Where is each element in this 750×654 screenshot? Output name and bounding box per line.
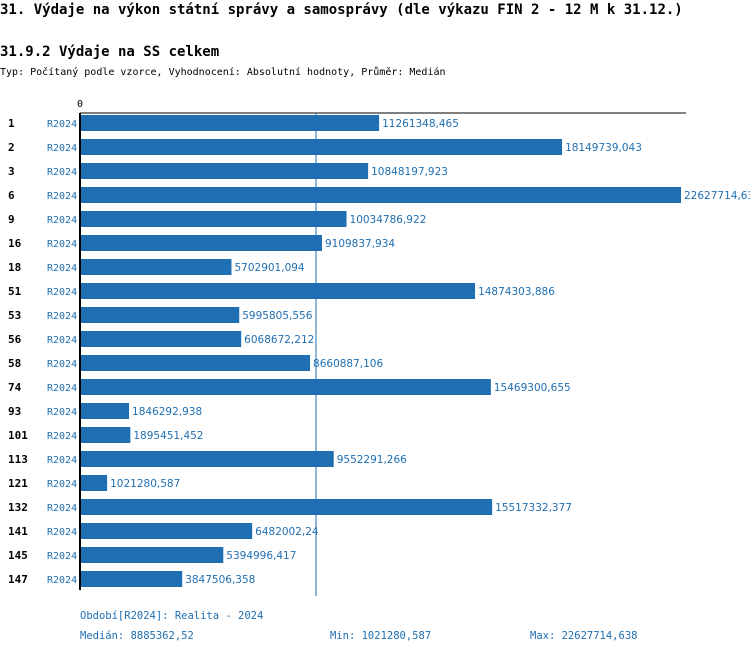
bar (81, 427, 131, 443)
row-id-label: 93 (8, 405, 21, 418)
bar-value-label: 15469300,655 (494, 382, 571, 394)
row-period-label: R2024 (47, 359, 77, 370)
row-id-label: 51 (8, 285, 22, 298)
row-period-label: R2024 (47, 551, 77, 562)
bar (81, 235, 322, 251)
row-id-label: 101 (8, 429, 28, 442)
row-id-label: 121 (8, 477, 28, 490)
row-period-label: R2024 (47, 527, 77, 538)
bar-value-label: 10848197,923 (371, 166, 448, 178)
row-id-label: 147 (8, 573, 28, 586)
bar-value-label: 5702901,094 (234, 262, 304, 274)
bar-value-label: 9552291,266 (337, 454, 407, 466)
row-id-label: 58 (8, 357, 21, 370)
median-stat: Medián: 8885362,52 (80, 630, 194, 642)
bar (81, 475, 108, 491)
row-period-label: R2024 (47, 575, 77, 586)
row-period-label: R2024 (47, 407, 77, 418)
row-period-label: R2024 (47, 503, 77, 514)
bar-value-label: 14874303,886 (478, 286, 555, 298)
bar (81, 139, 563, 155)
bar (81, 523, 253, 539)
bar-value-label: 5995805,556 (242, 310, 312, 322)
x-axis-zero-label: 0 (77, 99, 83, 110)
row-period-label: R2024 (47, 479, 77, 490)
bar-value-label: 9109837,934 (325, 238, 395, 250)
bar (81, 499, 493, 515)
bar (81, 547, 224, 563)
bar-value-label: 6482002,24 (255, 526, 319, 538)
period-legend: Období[R2024]: Realita - 2024 (80, 610, 264, 622)
row-id-label: 53 (8, 309, 21, 322)
row-id-label: 141 (8, 525, 28, 538)
row-period-label: R2024 (47, 119, 77, 130)
bar (81, 451, 334, 467)
row-period-label: R2024 (47, 383, 77, 394)
row-period-label: R2024 (47, 287, 77, 298)
row-id-label: 6 (8, 189, 15, 202)
row-period-label: R2024 (47, 431, 77, 442)
row-period-label: R2024 (47, 455, 77, 466)
row-id-label: 16 (8, 237, 22, 250)
row-id-label: 18 (8, 261, 21, 274)
bar-value-label: 1846292,938 (132, 406, 202, 418)
row-period-label: R2024 (47, 311, 77, 322)
row-period-label: R2024 (47, 239, 77, 250)
chart-subtitle: 31.9.2 Výdaje na SS celkem (0, 44, 220, 60)
min-stat: Min: 1021280,587 (330, 630, 432, 642)
row-id-label: 9 (8, 213, 15, 226)
bar (81, 187, 681, 203)
bar-value-label: 1895451,452 (133, 430, 203, 442)
page-title: 31. Výdaje na výkon státní správy a samo… (0, 2, 683, 18)
bar (81, 283, 476, 299)
bar (81, 379, 491, 395)
row-id-label: 113 (8, 453, 28, 466)
max-stat: Max: 22627714,638 (530, 630, 638, 642)
row-id-label: 74 (8, 381, 22, 394)
bar-value-label: 15517332,377 (495, 502, 572, 514)
chart-type-line: Typ: Počítaný podle vzorce, Vyhodnocení:… (0, 67, 446, 78)
bar (81, 307, 240, 323)
bar-value-label: 22627714,63 (684, 190, 750, 202)
row-period-label: R2024 (47, 143, 77, 154)
bar (81, 211, 347, 227)
row-period-label: R2024 (47, 215, 77, 226)
row-period-label: R2024 (47, 167, 77, 178)
row-period-label: R2024 (47, 335, 77, 346)
bar-value-label: 10034786,922 (350, 214, 427, 226)
bar (81, 163, 369, 179)
row-id-label: 2 (8, 141, 15, 154)
bar-value-label: 8660887,106 (313, 358, 383, 370)
bar-value-label: 11261348,465 (382, 118, 459, 130)
row-id-label: 145 (8, 549, 28, 562)
row-period-label: R2024 (47, 191, 77, 202)
bar (81, 403, 130, 419)
bar (81, 115, 380, 131)
bar (81, 355, 311, 371)
bar-value-label: 3847506,358 (185, 574, 255, 586)
row-id-label: 1 (8, 117, 15, 130)
bar-value-label: 18149739,043 (565, 142, 642, 154)
bar (81, 331, 242, 347)
bar-value-label: 6068672,212 (244, 334, 314, 346)
row-id-label: 3 (8, 165, 15, 178)
bar (81, 259, 232, 275)
row-id-label: 56 (8, 333, 22, 346)
bar-value-label: 1021280,587 (110, 478, 180, 490)
bar-value-label: 5394996,417 (226, 550, 296, 562)
row-id-label: 132 (8, 501, 28, 514)
row-period-label: R2024 (47, 263, 77, 274)
bar (81, 571, 183, 587)
